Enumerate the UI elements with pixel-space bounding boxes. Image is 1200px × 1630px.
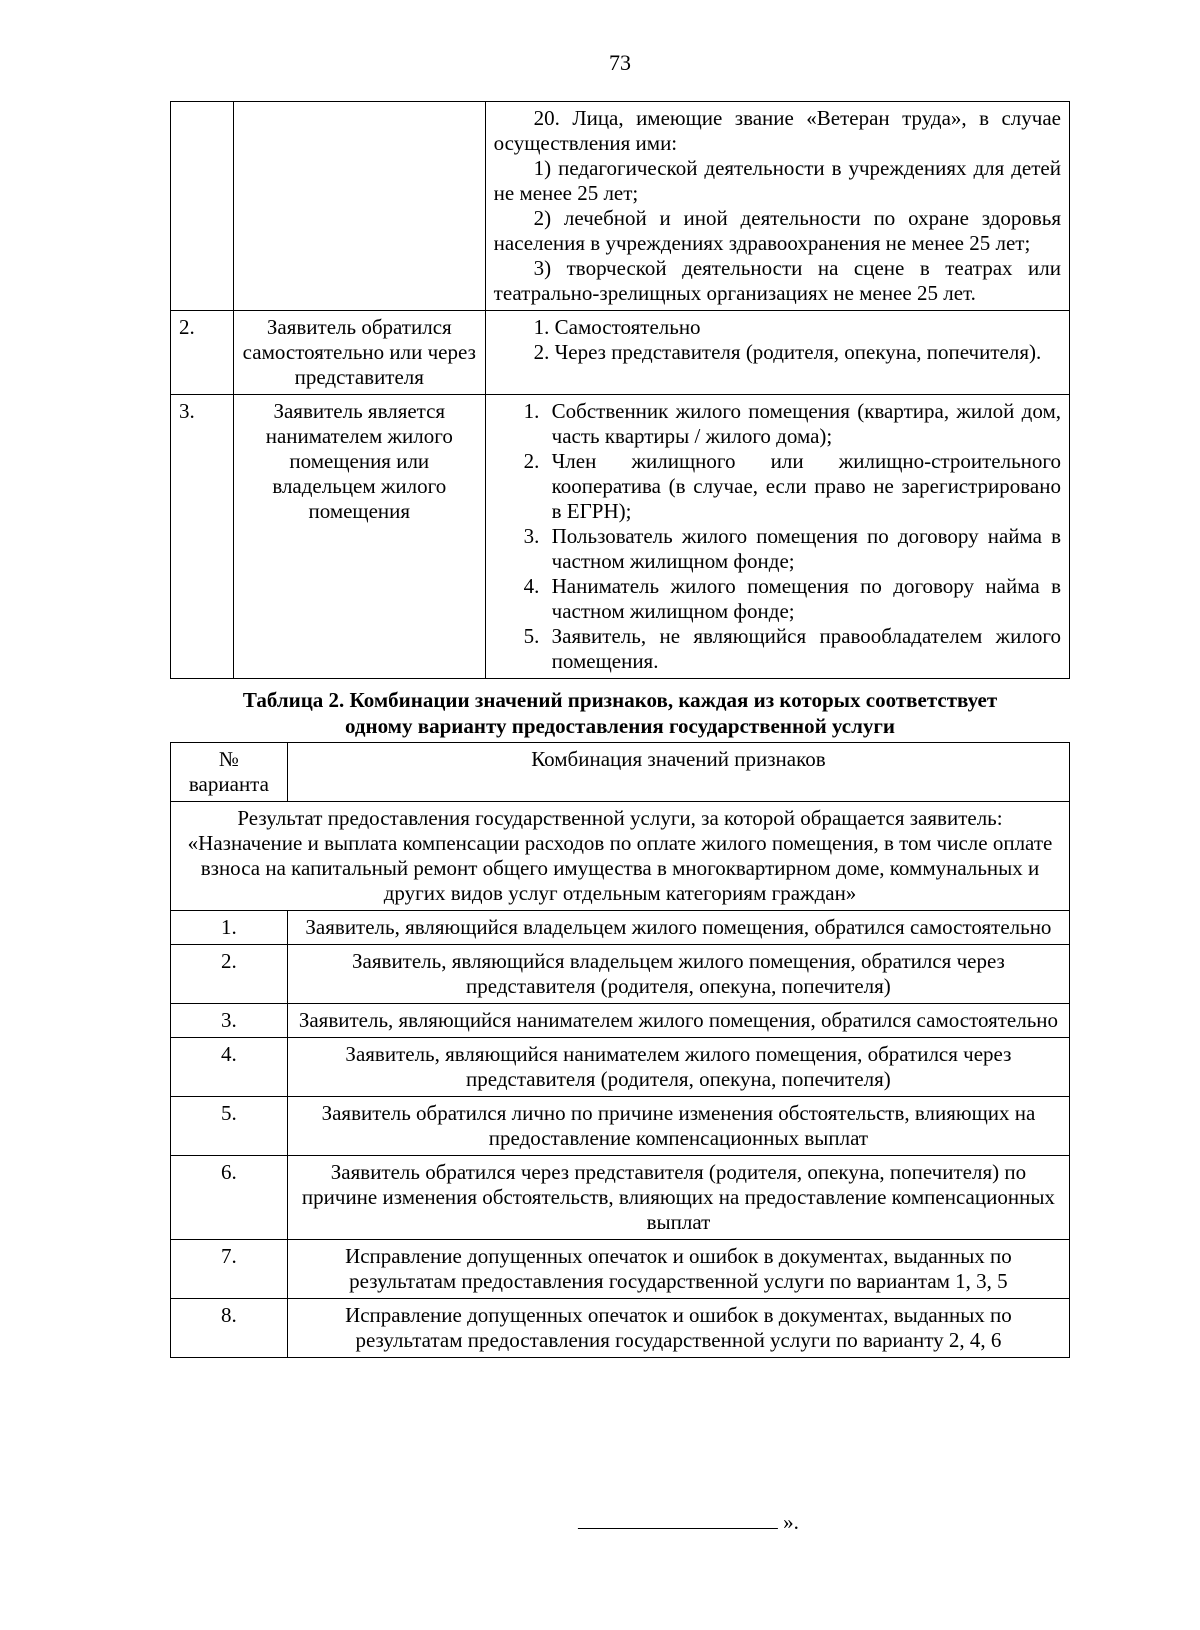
list-item-text: Член жилищного или жилищно-строительного…: [552, 449, 1061, 523]
variant-number-cell: 5.: [171, 1096, 288, 1155]
table-row: 8.Исправление допущенных опечаток и ошиб…: [171, 1298, 1070, 1357]
table2-header-col1: № варианта: [171, 742, 288, 801]
variant-text-cell: Заявитель, являющийся нанимателем жилого…: [287, 1037, 1069, 1096]
variant-number-cell: 8.: [171, 1298, 288, 1357]
row-number-cell: 3.: [171, 395, 234, 679]
row-label-cell: [233, 102, 485, 311]
list-item: 5. Заявитель, не являющийся правообладате…: [524, 624, 1061, 674]
list-item-text: Собственник жилого помещения (квартира, …: [552, 399, 1061, 448]
table2-spanning-row: Результат предоставления государственной…: [171, 801, 1070, 910]
caption-line-1: Таблица 2. Комбинации значений признаков…: [243, 688, 997, 712]
table-row: 5.Заявитель обратился лично по причине и…: [171, 1096, 1070, 1155]
content-line: 1. Самостоятельно: [494, 315, 1061, 340]
table-row: 1.Заявитель, являющийся владельцем жилог…: [171, 910, 1070, 944]
list-item-number: 5.: [524, 624, 540, 649]
list-item-text: Пользователь жилого помещения по договор…: [552, 524, 1061, 573]
variant-number-cell: 1.: [171, 910, 288, 944]
table2-spanning-cell: Результат предоставления государственной…: [171, 801, 1070, 910]
variant-text-cell: Исправление допущенных опечаток и ошибок…: [287, 1239, 1069, 1298]
footer-mark: ».: [578, 1510, 799, 1535]
content-line: 1) педагогической деятельности в учрежде…: [494, 156, 1061, 206]
table2-caption: Таблица 2. Комбинации значений признаков…: [170, 687, 1070, 740]
content-line: 20. Лица, имеющие звание «Ветеран труда»…: [494, 106, 1061, 156]
list-item: 3. Пользователь жилого помещения по догов…: [524, 524, 1061, 574]
page-number: 73: [170, 50, 1070, 76]
list-item-text: Наниматель жилого помещения по договору …: [552, 574, 1061, 623]
footer-signature-line: [578, 1528, 778, 1529]
row-number-cell: 2.: [171, 311, 234, 395]
variant-text-cell: Заявитель, являющийся нанимателем жилого…: [287, 1003, 1069, 1037]
variant-text-cell: Заявитель, являющийся владельцем жилого …: [287, 910, 1069, 944]
list-item-number: 2.: [524, 449, 540, 474]
list-item-number: 1.: [524, 399, 540, 424]
table-row: 20. Лица, имеющие звание «Ветеран труда»…: [171, 102, 1070, 311]
variant-number-cell: 6.: [171, 1155, 288, 1239]
table-row: 3.Заявитель является нанимателем жилого …: [171, 395, 1070, 679]
row-content-cell: 1. Собственник жилого помещения (квартира…: [485, 395, 1069, 679]
table-row: 4.Заявитель, являющийся нанимателем жило…: [171, 1037, 1070, 1096]
list-item-number: 3.: [524, 524, 540, 549]
table-row: 2.Заявитель обратился самостоятельно или…: [171, 311, 1070, 395]
ordered-list: 1. Собственник жилого помещения (квартира…: [494, 399, 1061, 674]
variant-number-cell: 4.: [171, 1037, 288, 1096]
table-1: 20. Лица, имеющие звание «Ветеран труда»…: [170, 101, 1070, 679]
variant-text-cell: Исправление допущенных опечаток и ошибок…: [287, 1298, 1069, 1357]
table-row: 3.Заявитель, являющийся нанимателем жило…: [171, 1003, 1070, 1037]
variant-number-cell: 7.: [171, 1239, 288, 1298]
table-2: № варианта Комбинация значений признаков…: [170, 742, 1070, 1358]
list-item-number: 4.: [524, 574, 540, 599]
table-row: 2.Заявитель, являющийся владельцем жилог…: [171, 944, 1070, 1003]
variant-text-cell: Заявитель обратился лично по причине изм…: [287, 1096, 1069, 1155]
content-line: 3) творческой деятельности на сцене в те…: [494, 256, 1061, 306]
list-item: 4. Наниматель жилого помещения по договор…: [524, 574, 1061, 624]
variant-number-cell: 2.: [171, 944, 288, 1003]
row-number-cell: [171, 102, 234, 311]
list-item: 2. Член жилищного или жилищно-строительно…: [524, 449, 1061, 524]
table2-header-col2: Комбинация значений признаков: [287, 742, 1069, 801]
content-line: 2. Через представителя (родителя, опекун…: [494, 340, 1061, 365]
table-row: 7.Исправление допущенных опечаток и ошиб…: [171, 1239, 1070, 1298]
row-content-cell: 20. Лица, имеющие звание «Ветеран труда»…: [485, 102, 1069, 311]
footer-suffix: ».: [783, 1510, 799, 1534]
variant-text-cell: Заявитель обратился через представителя …: [287, 1155, 1069, 1239]
table-row: 6.Заявитель обратился через представител…: [171, 1155, 1070, 1239]
list-item-text: Заявитель, не являющийся правообладателе…: [552, 624, 1061, 673]
caption-line-2: одному варианту предоставления государст…: [345, 714, 895, 738]
row-content-cell: 1. Самостоятельно2. Через представителя …: [485, 311, 1069, 395]
variant-number-cell: 3.: [171, 1003, 288, 1037]
variant-text-cell: Заявитель, являющийся владельцем жилого …: [287, 944, 1069, 1003]
table2-header-row: № варианта Комбинация значений признаков: [171, 742, 1070, 801]
list-item: 1. Собственник жилого помещения (квартира…: [524, 399, 1061, 449]
row-label-cell: Заявитель является нанимателем жилого по…: [233, 395, 485, 679]
row-label-cell: Заявитель обратился самостоятельно или ч…: [233, 311, 485, 395]
content-line: 2) лечебной и иной деятельности по охран…: [494, 206, 1061, 256]
